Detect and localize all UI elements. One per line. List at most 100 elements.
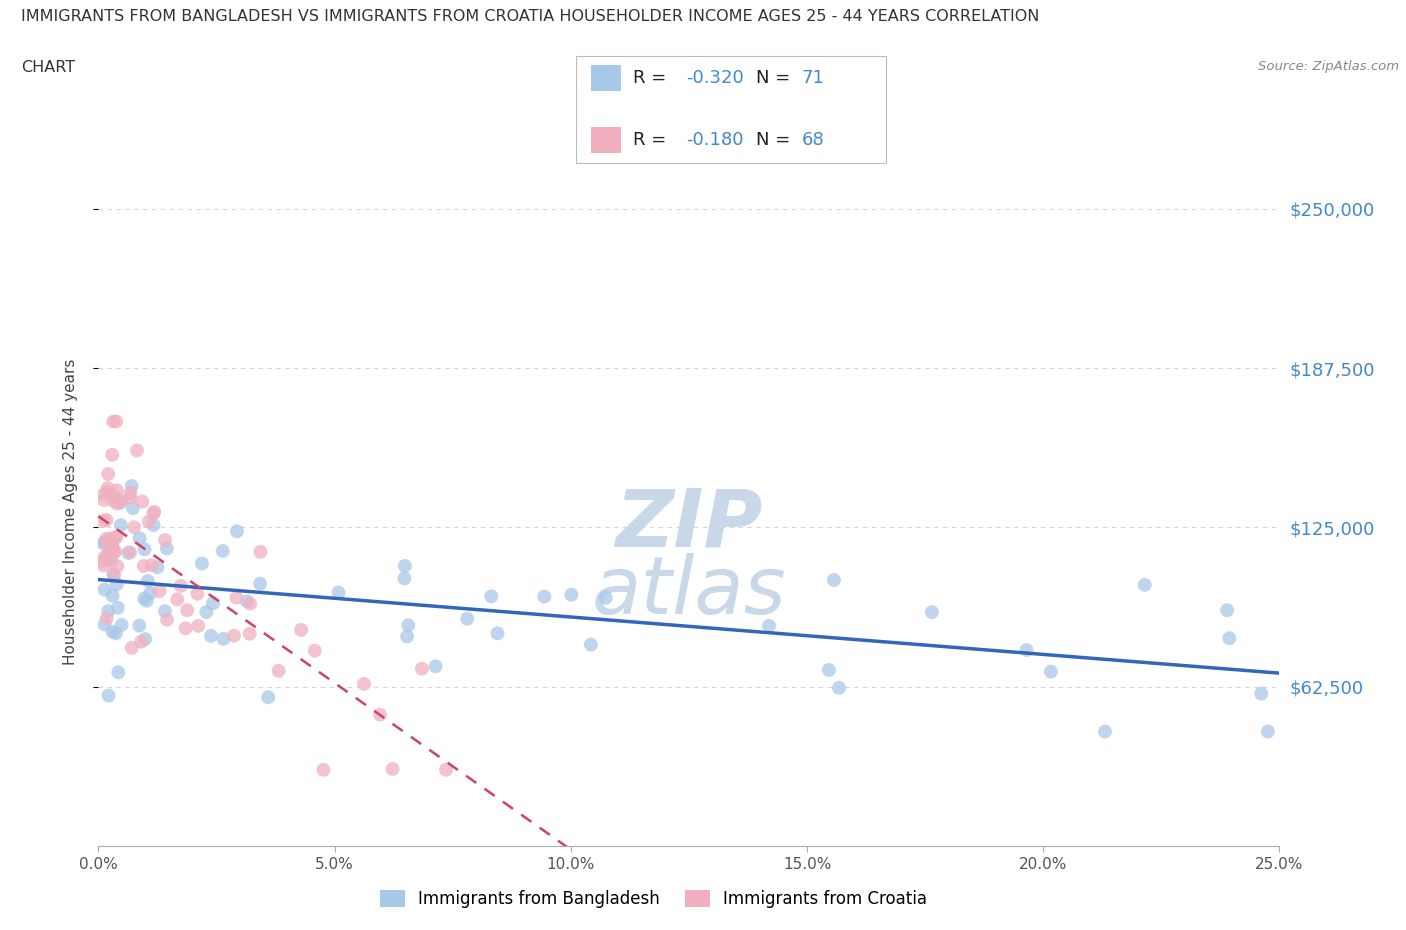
Immigrants from Bangladesh: [134, 591, 156, 606]
Immigrants from Croatia: [120, 491, 142, 506]
Immigrants from Bangladesh: [828, 681, 851, 696]
Immigrants from Bangladesh: [107, 601, 129, 616]
Immigrants from Croatia: [129, 634, 152, 649]
Immigrants from Bangladesh: [93, 535, 115, 550]
Immigrants from Bangladesh: [153, 604, 176, 618]
Immigrants from Croatia: [96, 531, 118, 546]
Immigrants from Croatia: [368, 707, 391, 722]
Immigrants from Croatia: [105, 483, 128, 498]
Immigrants from Bangladesh: [117, 545, 139, 560]
Immigrants from Croatia: [434, 763, 457, 777]
Immigrants from Bangladesh: [425, 658, 447, 673]
Immigrants from Croatia: [304, 644, 326, 658]
Text: -0.320: -0.320: [686, 69, 744, 87]
Immigrants from Croatia: [93, 558, 115, 573]
Immigrants from Croatia: [118, 545, 141, 560]
Immigrants from Bangladesh: [107, 665, 129, 680]
Immigrants from Bangladesh: [135, 593, 157, 608]
Text: R =: R =: [633, 131, 672, 150]
Immigrants from Bangladesh: [97, 688, 120, 703]
Immigrants from Croatia: [381, 762, 404, 777]
Immigrants from Bangladesh: [101, 589, 124, 604]
Text: atlas: atlas: [592, 552, 786, 631]
Immigrants from Croatia: [104, 530, 127, 545]
Immigrants from Croatia: [93, 493, 115, 508]
Immigrants from Bangladesh: [1133, 578, 1156, 592]
Immigrants from Bangladesh: [100, 488, 122, 503]
Immigrants from Bangladesh: [226, 524, 249, 538]
Immigrants from Bangladesh: [595, 591, 617, 605]
Immigrants from Bangladesh: [93, 582, 115, 597]
Immigrants from Bangladesh: [394, 571, 416, 586]
Immigrants from Croatia: [222, 629, 245, 644]
Text: Source: ZipAtlas.com: Source: ZipAtlas.com: [1258, 60, 1399, 73]
Immigrants from Bangladesh: [560, 587, 582, 602]
Text: IMMIGRANTS FROM BANGLADESH VS IMMIGRANTS FROM CROATIA HOUSEHOLDER INCOME AGES 25: IMMIGRANTS FROM BANGLADESH VS IMMIGRANTS…: [21, 9, 1039, 24]
Immigrants from Bangladesh: [486, 626, 509, 641]
Immigrants from Bangladesh: [212, 631, 235, 646]
Immigrants from Croatia: [148, 584, 170, 599]
Immigrants from Croatia: [174, 621, 197, 636]
Immigrants from Croatia: [91, 554, 114, 569]
Immigrants from Croatia: [97, 467, 120, 482]
Immigrants from Bangladesh: [396, 618, 419, 632]
Immigrants from Bangladesh: [1094, 724, 1116, 739]
Immigrants from Croatia: [239, 626, 262, 641]
Immigrants from Bangladesh: [134, 631, 156, 646]
Text: 68: 68: [801, 131, 824, 150]
Immigrants from Croatia: [93, 551, 115, 565]
Immigrants from Croatia: [101, 538, 124, 553]
Immigrants from Croatia: [166, 591, 188, 606]
Immigrants from Croatia: [97, 540, 120, 555]
Text: N =: N =: [756, 69, 796, 87]
Immigrants from Croatia: [101, 447, 124, 462]
Immigrants from Bangladesh: [202, 596, 225, 611]
Immigrants from Bangladesh: [111, 618, 134, 632]
Immigrants from Bangladesh: [1218, 631, 1240, 645]
Immigrants from Bangladesh: [128, 618, 150, 633]
Immigrants from Bangladesh: [134, 542, 156, 557]
Y-axis label: Householder Income Ages 25 - 44 years: Householder Income Ages 25 - 44 years: [63, 358, 77, 665]
Immigrants from Croatia: [91, 487, 114, 502]
Immigrants from Croatia: [411, 661, 433, 676]
Text: -0.180: -0.180: [686, 131, 744, 150]
Immigrants from Bangladesh: [579, 637, 602, 652]
Immigrants from Croatia: [170, 578, 193, 593]
Immigrants from Bangladesh: [98, 534, 121, 549]
Immigrants from Croatia: [156, 612, 179, 627]
Immigrants from Bangladesh: [1039, 664, 1062, 679]
Immigrants from Croatia: [267, 663, 290, 678]
Immigrants from Bangladesh: [97, 604, 120, 618]
Immigrants from Croatia: [104, 490, 127, 505]
Immigrants from Bangladesh: [823, 573, 845, 588]
Immigrants from Croatia: [312, 763, 335, 777]
Immigrants from Croatia: [100, 536, 122, 551]
Immigrants from Bangladesh: [195, 604, 218, 619]
Immigrants from Croatia: [141, 558, 163, 573]
Immigrants from Bangladesh: [1015, 643, 1038, 658]
Immigrants from Bangladesh: [1216, 603, 1239, 618]
Immigrants from Croatia: [249, 544, 271, 559]
Immigrants from Croatia: [138, 514, 160, 529]
Text: ZIP: ZIP: [616, 485, 762, 564]
Immigrants from Bangladesh: [110, 495, 132, 510]
Immigrants from Bangladesh: [249, 577, 271, 591]
Immigrants from Croatia: [105, 559, 128, 574]
Immigrants from Croatia: [96, 512, 118, 527]
Immigrants from Croatia: [153, 533, 176, 548]
Immigrants from Croatia: [142, 506, 165, 521]
Immigrants from Bangladesh: [103, 567, 125, 582]
Immigrants from Croatia: [225, 591, 247, 605]
Immigrants from Bangladesh: [396, 629, 419, 644]
Immigrants from Bangladesh: [105, 577, 128, 591]
Immigrants from Croatia: [125, 443, 148, 458]
Immigrants from Bangladesh: [142, 518, 165, 533]
Immigrants from Bangladesh: [818, 662, 841, 677]
Immigrants from Croatia: [131, 494, 153, 509]
Immigrants from Bangladesh: [533, 590, 555, 604]
Text: R =: R =: [633, 69, 672, 87]
Immigrants from Croatia: [121, 641, 143, 656]
Legend: Immigrants from Bangladesh, Immigrants from Croatia: Immigrants from Bangladesh, Immigrants f…: [373, 884, 934, 915]
Immigrants from Bangladesh: [100, 553, 122, 568]
Immigrants from Bangladesh: [121, 479, 143, 494]
